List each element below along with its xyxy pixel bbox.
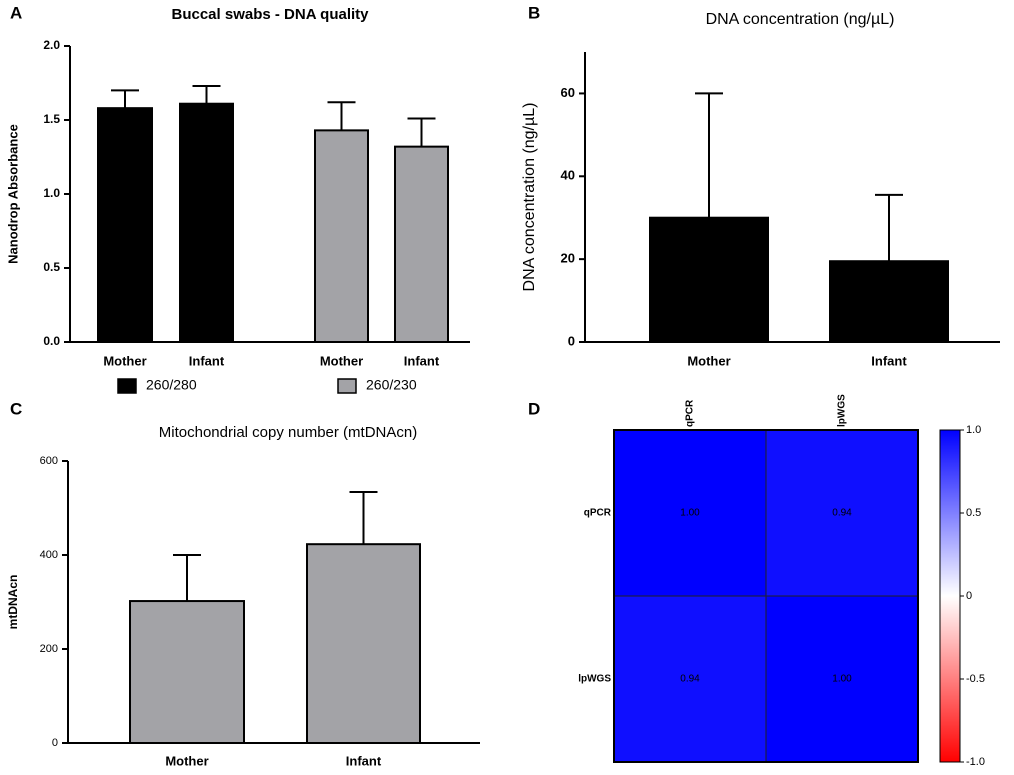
panel-letter: D xyxy=(528,399,540,418)
legend-label: 260/230 xyxy=(366,377,417,393)
x-tick-label: Mother xyxy=(687,353,730,368)
chart-title: DNA concentration (ng/µL) xyxy=(706,11,895,28)
x-tick-label: Mother xyxy=(165,753,208,768)
x-tick-label: Infant xyxy=(346,753,382,768)
heatmap-border xyxy=(613,429,919,763)
y-tick-label: 60 xyxy=(561,85,575,100)
cell-label: 1.00 xyxy=(832,674,852,685)
bar xyxy=(829,260,949,344)
x-tick-label: Infant xyxy=(189,353,225,368)
colorbar-tick-label: 1.0 xyxy=(966,424,981,436)
x-tick-label: Infant xyxy=(871,353,907,368)
panel-letter: A xyxy=(10,3,22,22)
y-tick-label: 1.0 xyxy=(43,186,60,200)
y-tick-label: 40 xyxy=(561,168,575,183)
bar xyxy=(179,102,234,343)
x-tick-label: Mother xyxy=(103,353,146,368)
y-tick-label: 200 xyxy=(40,643,58,655)
chart-title: Buccal swabs - DNA quality xyxy=(172,6,370,23)
y-axis-label: DNA concentration (ng/µL) xyxy=(521,103,538,292)
column-label: lpWGS xyxy=(837,394,848,427)
y-tick-label: 400 xyxy=(40,549,58,561)
y-tick-label: 0 xyxy=(568,333,575,348)
y-tick-label: 0 xyxy=(52,737,58,749)
colorbar-tick-label: 0.5 xyxy=(966,507,981,519)
legend-swatch xyxy=(117,378,137,394)
y-axis-label: Nanodrop Absorbance xyxy=(5,124,20,264)
panel-letter: C xyxy=(10,399,22,418)
cell-label: 0.94 xyxy=(832,508,852,519)
heatmap-cell xyxy=(765,595,919,763)
legend-swatch xyxy=(337,378,357,394)
cell-label: 0.94 xyxy=(680,674,700,685)
y-tick-label: 2.0 xyxy=(43,38,60,52)
bar xyxy=(649,216,769,343)
legend-label: 260/280 xyxy=(146,377,197,393)
heatmap-cell xyxy=(765,429,919,597)
colorbar xyxy=(939,429,961,763)
colorbar-tick-label: -1.0 xyxy=(966,756,985,768)
chart-title: Mitochondrial copy number (mtDNAcn) xyxy=(159,424,417,441)
y-tick-label: 20 xyxy=(561,251,575,266)
bar xyxy=(394,145,449,343)
x-tick-label: Mother xyxy=(320,353,363,368)
colorbar-tick-label: 0 xyxy=(966,590,972,602)
y-tick-label: 0.0 xyxy=(43,334,60,348)
y-axis-label: mtDNAcn xyxy=(6,575,20,630)
panel-letter: B xyxy=(528,3,540,22)
row-label: qPCR xyxy=(584,508,612,519)
bar xyxy=(314,129,369,343)
column-label: qPCR xyxy=(685,399,696,427)
bar xyxy=(97,107,153,343)
y-tick-label: 1.5 xyxy=(43,112,60,126)
row-label: lpWGS xyxy=(578,674,611,685)
y-tick-label: 0.5 xyxy=(43,260,60,274)
bar xyxy=(306,543,421,744)
y-tick-label: 600 xyxy=(40,455,58,467)
bar xyxy=(129,600,245,744)
colorbar-tick-label: -0.5 xyxy=(966,673,985,685)
cell-label: 1.00 xyxy=(680,508,700,519)
x-tick-label: Infant xyxy=(404,353,440,368)
